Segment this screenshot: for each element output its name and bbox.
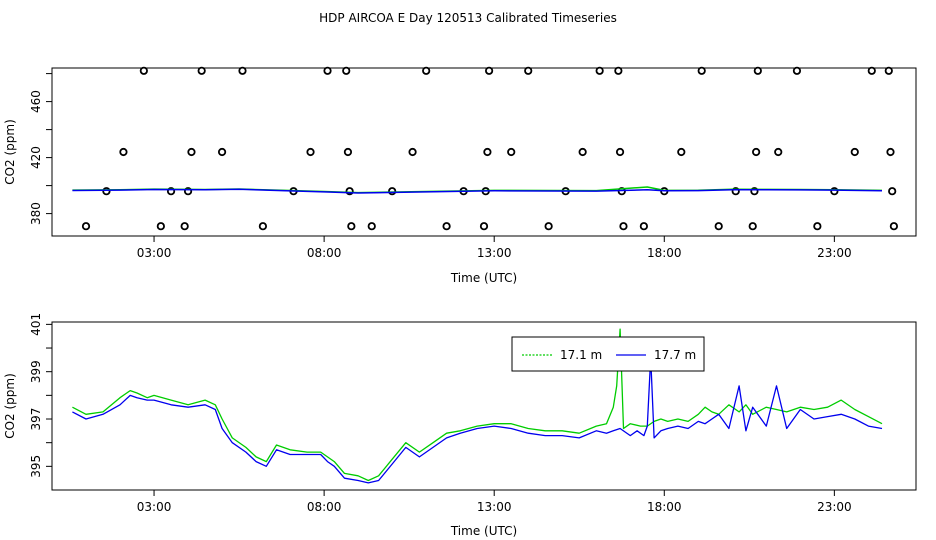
series-line-bottom-17-1-m (72, 328, 883, 482)
x-tick-label-bottom-2: 13:00 (477, 500, 512, 514)
scatter-point-24 (442, 222, 451, 231)
y-axis-top: 380 420 460 (29, 73, 52, 225)
scatter-point-55 (867, 66, 876, 75)
scatter-point-18 (345, 187, 354, 196)
scatter-point-29 (485, 66, 494, 75)
scatter-point-48 (752, 147, 761, 157)
y-tick-label-top-1: 420 (29, 146, 43, 169)
legend: 17.1 m 17.7 m (511, 336, 705, 372)
scatter-point-7 (183, 187, 193, 196)
scatter-point-35 (595, 66, 604, 75)
scatter-point-30 (507, 147, 516, 157)
series-lines-top (72, 186, 883, 194)
scatter-point-23 (422, 66, 431, 75)
series-lines-bottom (72, 328, 883, 484)
scatter-point-2 (119, 147, 128, 157)
scatter-point-47 (750, 187, 759, 196)
scatter-point-50 (774, 147, 783, 157)
x-tick-label-bottom-3: 18:00 (647, 500, 682, 514)
y-tick-label-bottom-3: 401 (29, 313, 43, 336)
x-tick-label-bottom-1: 08:00 (307, 500, 342, 514)
y-tick-label-top-2: 460 (29, 90, 43, 113)
series-line-bottom-17-7-m (72, 356, 883, 484)
scatter-point-31 (524, 66, 533, 75)
scatter-point-17 (343, 147, 353, 157)
y-axis-bottom: 395 397 399 401 (29, 313, 52, 478)
scatter-point-36 (614, 66, 623, 75)
y-tick-label-bottom-2: 399 (29, 360, 43, 383)
series-line-top-17-7-m (72, 188, 883, 194)
scatter-point-5 (166, 187, 176, 196)
y-tick-label-bottom-0: 395 (29, 455, 43, 478)
y-axis-label-bottom: CO2 (ppm) (3, 373, 17, 439)
scatter-point-14 (306, 147, 315, 157)
scatter-point-59 (889, 222, 898, 231)
scatter-point-51 (792, 66, 802, 75)
plot-frame-bottom (51, 321, 917, 491)
scatter-point-1 (102, 187, 111, 196)
x-axis-bottom: 03:00 08:00 13:00 18:00 23:00 (137, 490, 852, 514)
scatter-point-57 (886, 147, 895, 157)
scatter-point-12 (258, 222, 267, 231)
scatter-point-3 (139, 66, 148, 75)
scatter-point-6 (180, 222, 189, 231)
x-axis-label-bottom: Time (UTC) (450, 524, 517, 538)
x-tick-label-bottom-4: 23:00 (817, 500, 852, 514)
plot-frame-top (51, 67, 917, 237)
scatter-point-39 (619, 222, 628, 231)
scatter-point-11 (238, 66, 247, 75)
scatter-point-21 (388, 187, 397, 196)
scatter-point-58 (888, 187, 897, 196)
scatter-point-9 (197, 66, 206, 75)
scatter-point-45 (731, 187, 740, 196)
scatter-point-49 (753, 66, 762, 75)
scatter-point-43 (697, 66, 706, 75)
scatter-point-4 (156, 222, 165, 231)
panel-top-scatter: 03:00 08:00 13:00 18:00 23:00 380 420 460 Time… (3, 66, 917, 285)
scatter-point-54 (850, 147, 859, 157)
scatter-point-16 (342, 66, 351, 75)
legend-box (511, 336, 705, 372)
scatter-point-28 (483, 147, 492, 157)
x-axis-label-top: Time (UTC) (450, 271, 517, 285)
figure-title: HDP AIRCOA E Day 120513 Calibrated Times… (319, 11, 617, 25)
legend-label-17-7m: 17.7 m (654, 348, 696, 362)
scatter-point-0 (81, 222, 91, 231)
scatter-point-15 (323, 66, 332, 75)
y-tick-label-top-0: 380 (29, 202, 43, 225)
scatter-point-19 (347, 222, 356, 231)
panel-bottom-lines: 03:00 08:00 13:00 18:00 23:00 395 397 399 401 T… (3, 313, 917, 538)
x-tick-label-bottom-0: 03:00 (137, 500, 172, 514)
scatter-point-53 (830, 187, 839, 196)
x-tick-label-top-3: 18:00 (647, 246, 682, 260)
legend-label-17-1m: 17.1 m (560, 348, 602, 362)
scatter-point-42 (677, 147, 686, 157)
x-axis-top: 03:00 08:00 13:00 18:00 23:00 (137, 236, 852, 260)
scatter-point-32 (544, 222, 553, 231)
y-tick-label-bottom-1: 397 (29, 408, 43, 431)
scatter-point-46 (748, 222, 757, 231)
x-tick-label-top-2: 13:00 (477, 246, 512, 260)
x-tick-label-top-0: 03:00 (137, 246, 172, 260)
scatter-point-20 (367, 222, 376, 231)
scatter-point-44 (714, 222, 723, 231)
scatter-point-8 (187, 147, 196, 157)
scatter-point-52 (813, 222, 822, 231)
scatter-points-top (81, 66, 898, 231)
y-axis-label-top: CO2 (ppm) (3, 119, 17, 185)
scatter-point-26 (479, 222, 489, 231)
scatter-point-37 (615, 147, 625, 157)
x-tick-label-top-4: 23:00 (817, 246, 852, 260)
scatter-point-56 (884, 66, 893, 75)
x-tick-label-top-1: 08:00 (307, 246, 342, 260)
scatter-point-34 (578, 147, 587, 157)
scatter-point-40 (639, 222, 648, 231)
scatter-point-22 (408, 147, 417, 157)
scatter-point-10 (217, 147, 227, 157)
